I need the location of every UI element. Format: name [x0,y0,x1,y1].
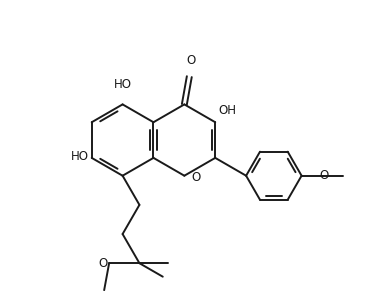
Text: HO: HO [114,78,132,91]
Text: OH: OH [218,104,236,117]
Text: O: O [320,169,329,182]
Text: O: O [187,54,196,67]
Text: HO: HO [71,150,89,164]
Text: O: O [98,257,107,270]
Text: O: O [191,171,201,184]
